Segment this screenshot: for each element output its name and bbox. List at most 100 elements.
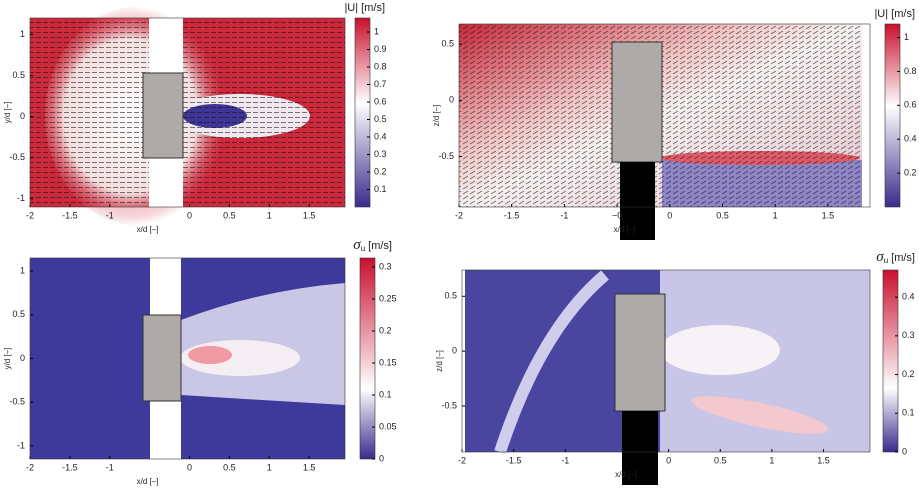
x-tick-label: 1.5 — [303, 210, 316, 220]
colorbar-tick-label: 0.4 — [374, 131, 387, 141]
y-tick-label: 0.5 — [441, 39, 454, 49]
x-tick-label: -1.5 — [506, 455, 522, 465]
colorbar-tick-label: 1 — [904, 32, 909, 42]
subscript: u — [361, 244, 365, 253]
y-tick-label: -0.5 — [9, 152, 25, 162]
x-tick-label: -1 — [560, 210, 568, 220]
colorbar-tick-label: 0.6 — [374, 96, 387, 106]
x-tick-label: -1.5 — [62, 210, 78, 220]
x-tick-label: -2 — [26, 462, 34, 472]
support — [622, 411, 658, 485]
x-tick-label: 0.5 — [714, 455, 727, 465]
y-tick-label: 0 — [449, 95, 454, 105]
colorbar-tick-label: 0.05 — [379, 421, 397, 431]
x-axis-label: x/d [–] — [137, 225, 159, 234]
y-tick-label: 0 — [20, 353, 25, 363]
plot-frame — [29, 257, 346, 460]
y-tick-label: 0.5 — [444, 291, 457, 301]
colorbar-label: |U| [m/s] — [874, 8, 915, 20]
plot-frame — [461, 269, 871, 453]
colorbar-tick-label: 0.3 — [374, 149, 387, 159]
colorbar-tick-label: 0.1 — [902, 408, 915, 418]
unit: [m/s] — [891, 252, 915, 264]
panel: -2 -1.5 -1 −0 0 0.5 1 1.5 -0.5 0 0.5 x/d [–] z/d [–]… — [432, 8, 916, 234]
colorbar-tick-label: 0.8 — [904, 66, 917, 76]
plot-frame — [29, 17, 346, 208]
y-tick-label: -0.5 — [441, 400, 457, 410]
x-tick-label: -1.5 — [62, 462, 78, 472]
x-tick-label: 0 — [667, 210, 672, 220]
colorbar-tick-label: 0 — [379, 453, 384, 463]
x-axis-label: x/d [–] — [137, 477, 159, 486]
colorbar-tick-label: 0.2 — [904, 167, 917, 177]
x-axis-label: x/d [–] — [615, 470, 637, 479]
colorbar-tick-label: 0.1 — [374, 184, 387, 194]
y-tick-label: 1 — [20, 29, 25, 39]
y-tick-label: 1 — [20, 265, 25, 275]
x-tick-label: -1.5 — [504, 210, 520, 220]
field — [188, 346, 232, 364]
x-tick-label: 1 — [773, 210, 778, 220]
y-tick-label: 0.5 — [12, 309, 25, 319]
x-tick-label: 1 — [267, 210, 272, 220]
y-axis-label: y/d [–] — [3, 102, 12, 124]
obstacle — [614, 293, 666, 412]
x-tick-label: 0 — [187, 210, 192, 220]
y-axis-label: y/d [–] — [3, 348, 12, 370]
colorbar-tick-label: 0.9 — [374, 44, 387, 54]
obstacle — [142, 314, 182, 402]
y-tick-label: -0.5 — [9, 397, 25, 407]
panel: -2 -1.5 -1 0 0.5 1 1.5 -1 -0.5 0 0.5 1 x/d [–] y/d [–… — [3, 237, 396, 486]
y-tick-label: 0.5 — [12, 70, 25, 80]
symbol: σ — [353, 237, 361, 253]
colorbar — [354, 17, 371, 208]
x-tick-label: -2 — [458, 455, 466, 465]
subscript: u — [884, 256, 888, 265]
x-axis-label: x/d [–] — [614, 225, 636, 234]
x-tick-label: 0.5 — [716, 210, 729, 220]
colorbar-tick-label: 1 — [374, 26, 379, 36]
colorbar-tick-label: 0.6 — [904, 100, 917, 110]
x-tick-label: -1 — [106, 462, 114, 472]
colorbar-label: σu [m/s] — [353, 237, 392, 253]
colorbar-tick-label: 0.7 — [374, 79, 387, 89]
colorbar — [882, 269, 899, 453]
colorbar-tick-label: 0 — [902, 446, 907, 456]
x-tick-label: -2 — [26, 210, 34, 220]
plot-frame — [458, 23, 871, 208]
y-tick-label: -0.5 — [438, 151, 454, 161]
colorbar-tick-label: 0.15 — [379, 357, 397, 367]
x-tick-label: 1.5 — [303, 462, 316, 472]
x-tick-label: 1.5 — [817, 455, 830, 465]
x-tick-label: 0.5 — [223, 462, 236, 472]
colorbar-tick-label: 0.1 — [379, 389, 392, 399]
colorbar-label: σu [m/s] — [876, 249, 915, 265]
field — [691, 396, 829, 434]
y-axis-label: z/d [–] — [435, 350, 444, 372]
colorbar-tick-label: 0.3 — [379, 261, 392, 271]
colorbar-tick-label: 0.2 — [379, 325, 392, 335]
y-axis-label: z/d [–] — [432, 105, 441, 127]
x-tick-label: 1 — [769, 455, 774, 465]
x-tick-label: 0 — [666, 455, 671, 465]
colorbar-tick-label: 0.4 — [902, 291, 915, 301]
x-tick-label: -1 — [106, 210, 114, 220]
panel: -2 -1.5 -1 0 0.5 1 1.5 -0.5 0 0.5 x/d [–] z/d [–] 0 0… — [435, 249, 915, 479]
colorbar-tick-label: 0.2 — [374, 166, 387, 176]
field — [660, 325, 780, 375]
panel: -2 -1.5 -1 0 0.5 1 1.5 -1 -0.5 0 0.5 1 x/d [–] y/d [–… — [3, 2, 386, 234]
symbol: σ — [876, 249, 884, 265]
colorbar-tick-label: 0.2 — [902, 369, 915, 379]
x-tick-label: 0.5 — [223, 210, 236, 220]
colorbar-tick-label: 0.5 — [374, 114, 387, 124]
colorbar-tick-label: 0.8 — [374, 61, 387, 71]
x-tick-label: 1 — [267, 462, 272, 472]
unit: [m/s] — [368, 240, 392, 252]
fields — [30, 6, 870, 485]
colorbar — [884, 23, 901, 208]
y-tick-label: 0 — [452, 346, 457, 356]
colorbar-tick-label: 0.25 — [379, 293, 397, 303]
x-tick-label: −0 — [612, 210, 622, 220]
x-tick-label: 0 — [187, 462, 192, 472]
